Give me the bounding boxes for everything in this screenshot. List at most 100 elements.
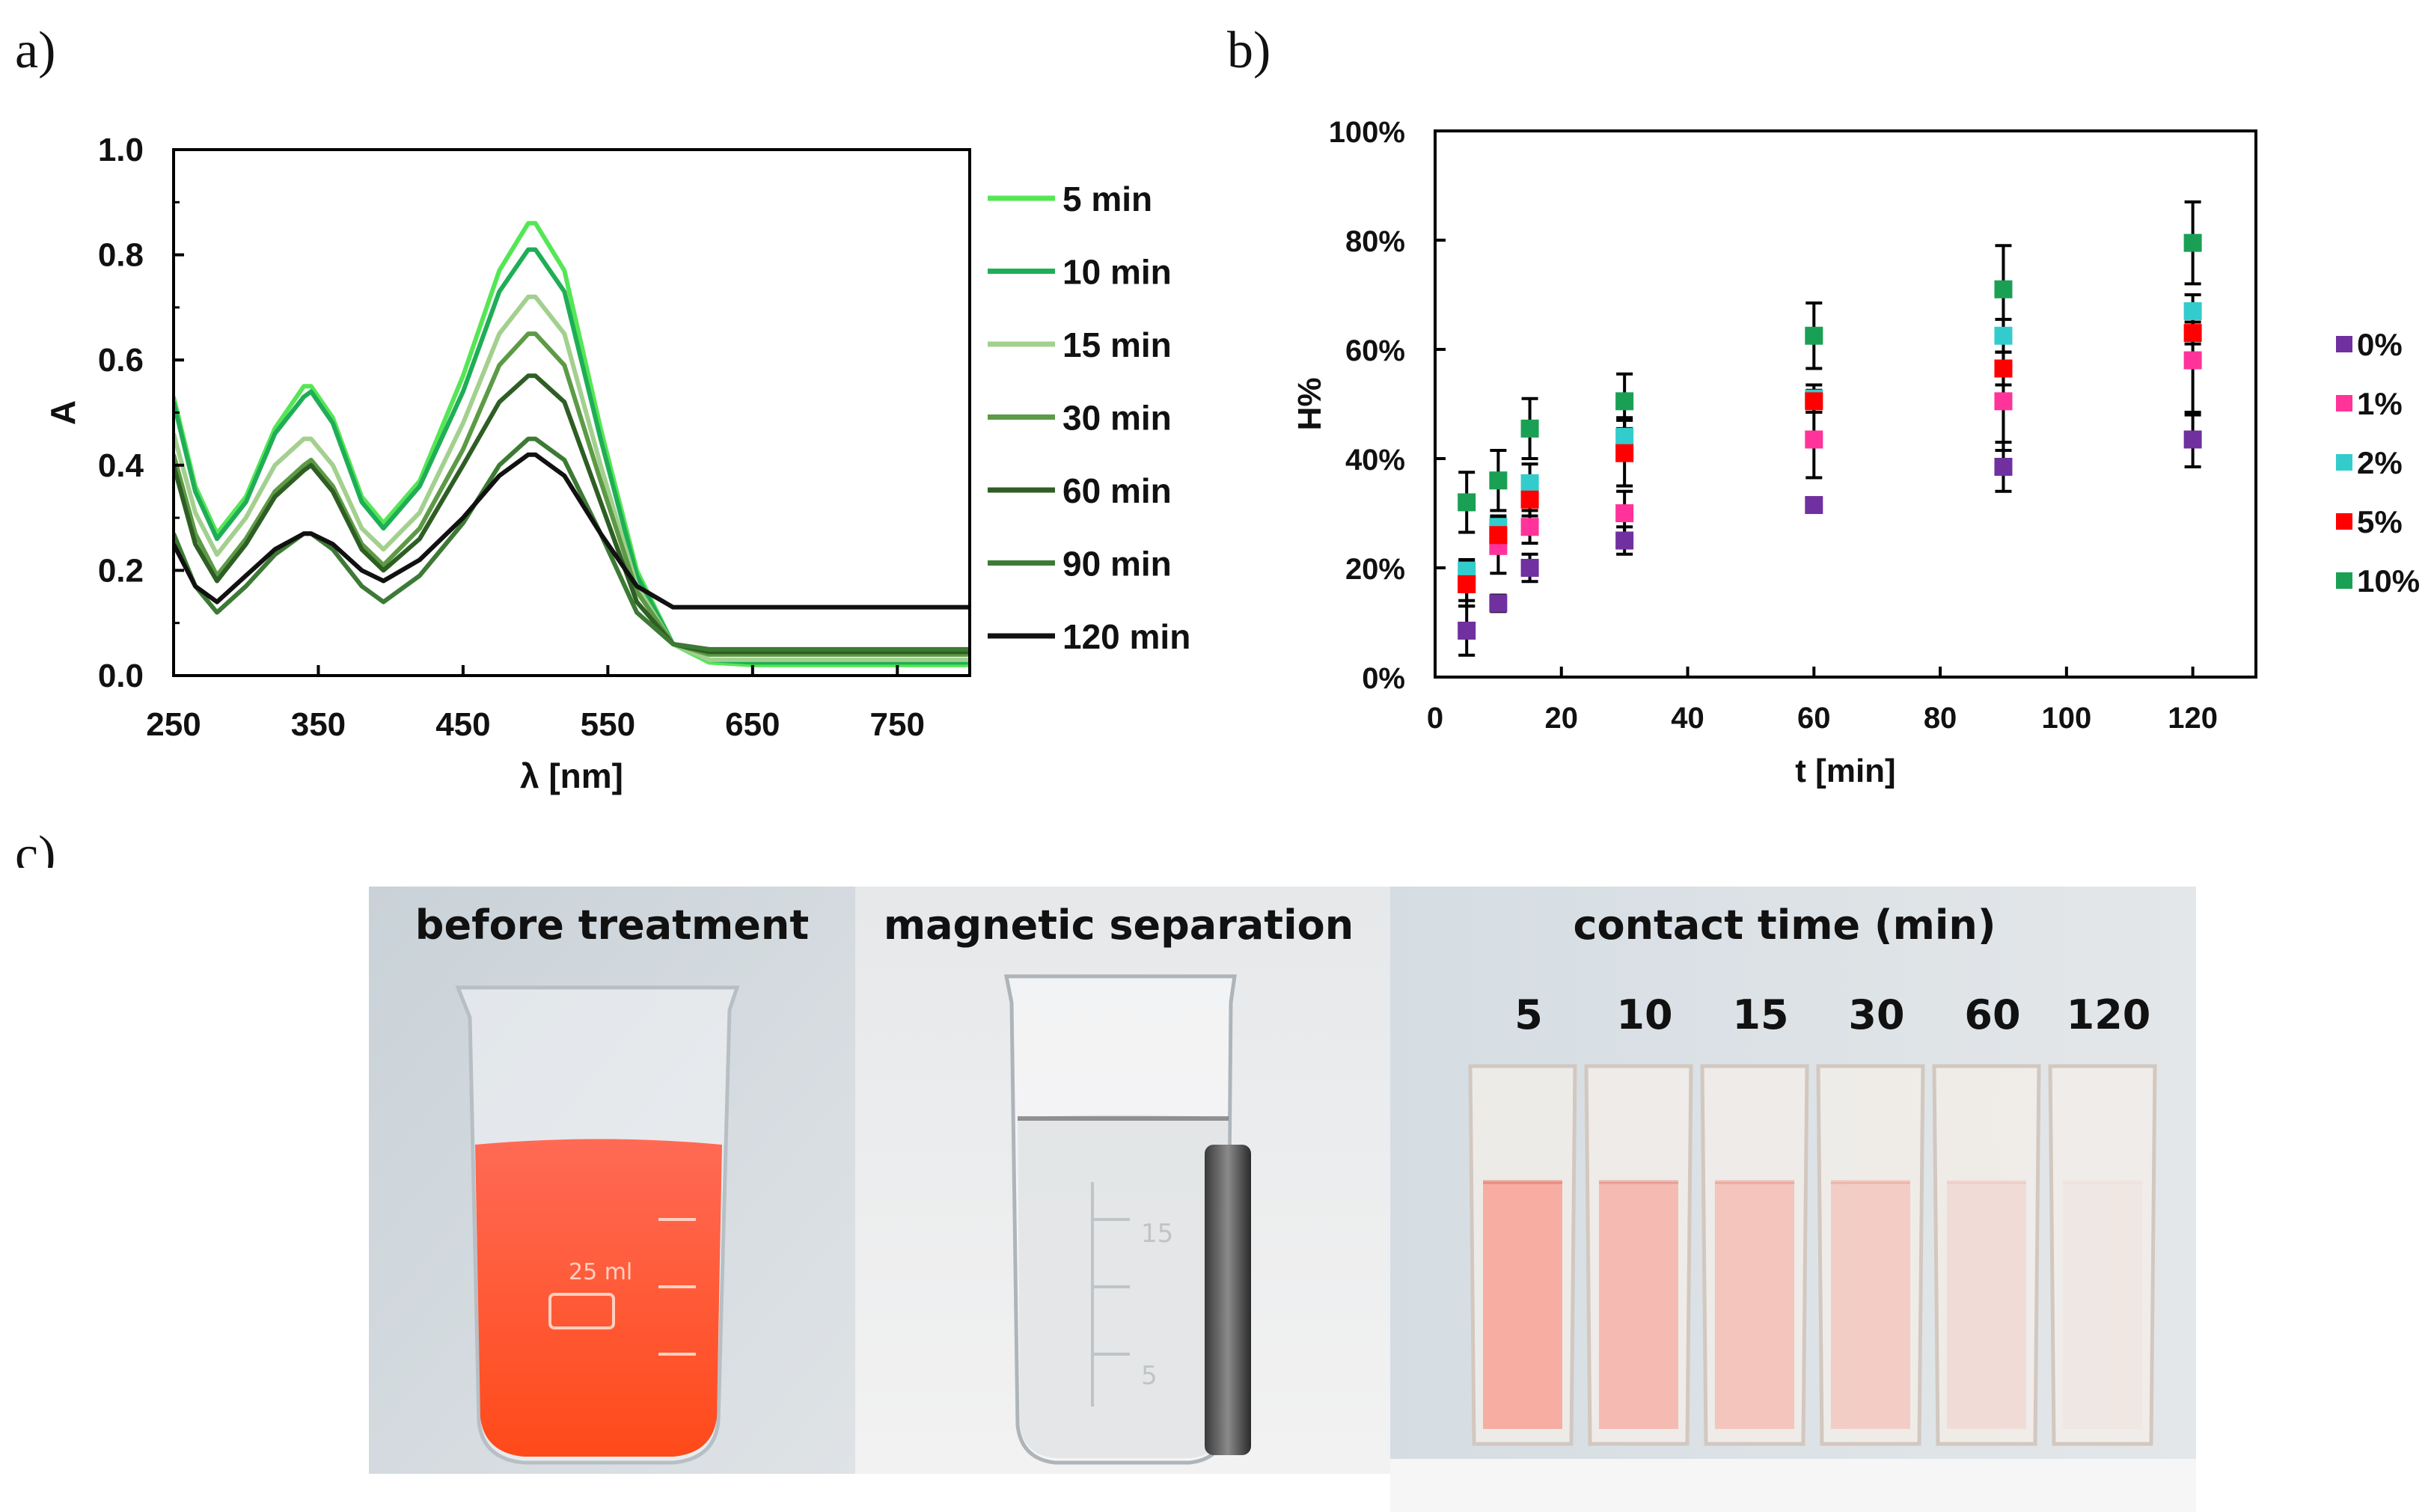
data-point-3-1 — [1489, 526, 1508, 545]
absorbance-spectra-chart: 250 350 450 550 650 750 0.0 0.2 0.4 0.6 0.8 1.0 λ [n… — [43, 132, 1190, 795]
legend-label-1: 10 min — [1062, 253, 1172, 292]
data-point-2-3 — [1615, 427, 1634, 446]
contact-time-label-0: 5 — [1514, 991, 1543, 1038]
data-point-0-6 — [2183, 430, 2202, 449]
cuvette-solution-4 — [1947, 1182, 2026, 1429]
legend-label-2: 15 min — [1062, 325, 1172, 364]
legend-label-3: 30 min — [1062, 399, 1172, 438]
removal-efficiency-chart: 0 20 40 60 80 100 120 0% 20% 40% 60% 80% 100% t [min]… — [1291, 116, 2420, 789]
x-tick-label-3: 60 — [1797, 702, 1831, 735]
data-point-0-3 — [1615, 531, 1634, 550]
data-point-0-5 — [1994, 457, 2013, 476]
beaker-label-box — [548, 1293, 615, 1329]
contact-time-label-1: 10 — [1616, 991, 1672, 1038]
legend-swatch-1 — [2336, 395, 2352, 411]
data-point-1-2 — [1520, 518, 1539, 536]
y-tick-label-4: 80% — [1345, 225, 1405, 258]
data-point-1-4 — [1805, 430, 1823, 449]
legend-label-5: 90 min — [1062, 545, 1172, 584]
data-point-3-3 — [1615, 444, 1634, 462]
cuvette-2 — [1700, 1064, 1809, 1446]
data-point-3-2 — [1520, 490, 1539, 509]
contact-time-label-5: 120 — [2067, 991, 2151, 1038]
data-point-2-2 — [1520, 474, 1539, 492]
data-point-4-6 — [2183, 233, 2202, 252]
x-tick-label-4: 80 — [1924, 702, 1957, 735]
x-axis-title: λ [nm] — [520, 756, 623, 795]
contact-time-label-3: 30 — [1848, 991, 1904, 1038]
x-tick-label-2: 40 — [1671, 702, 1704, 735]
x-tick-label-0: 250 — [146, 706, 201, 743]
cuvette-solution-3 — [1831, 1182, 1910, 1429]
y-tick-label-1: 0.2 — [98, 552, 144, 589]
panel-c-letter: c) — [15, 826, 55, 868]
data-point-4-5 — [1994, 280, 2013, 299]
graduation-mark-15: 15 — [1141, 1219, 1173, 1249]
photo-magnetic-separation: magnetic separation 15 5 — [855, 887, 1390, 1474]
y-tick-label-5: 100% — [1329, 116, 1405, 149]
cuvette-solution-2 — [1715, 1182, 1794, 1429]
cuvette-solution-1 — [1599, 1182, 1678, 1429]
panel-b-letter: b) — [1227, 22, 1270, 79]
cuvette-4 — [1932, 1064, 2041, 1446]
label-contact-time: contact time (min) — [1573, 902, 1996, 949]
legend-label-6: 120 min — [1062, 617, 1190, 656]
legend-swatch-3 — [2336, 513, 2352, 530]
y-tick-label-0: 0% — [1362, 662, 1405, 695]
legend-label-0: 5 min — [1062, 180, 1152, 218]
series-line-5 — [174, 436, 970, 652]
data-point-4-1 — [1489, 471, 1508, 490]
data-point-0-2 — [1520, 559, 1539, 577]
data-point-3-4 — [1805, 392, 1823, 411]
y-tick-label-3: 60% — [1345, 334, 1405, 367]
y-tick-label-3: 0.6 — [98, 342, 144, 379]
cuvette-3 — [1816, 1064, 1925, 1446]
data-point-0-1 — [1489, 594, 1508, 613]
x-tick-label-4: 650 — [725, 706, 780, 743]
contact-time-label-4: 60 — [1964, 991, 2020, 1038]
x-tick-label-1: 20 — [1545, 702, 1579, 735]
x-tick-label-1: 350 — [291, 706, 346, 743]
cuvette-5 — [2048, 1064, 2157, 1446]
legend-swatch-2 — [2336, 454, 2352, 471]
data-point-1-5 — [1994, 392, 2013, 411]
data-point-1-6 — [2183, 351, 2202, 370]
plot-frame-b — [1434, 129, 2257, 679]
series-line-4 — [174, 373, 970, 655]
legend-label-4: 60 min — [1062, 471, 1172, 510]
data-point-0-4 — [1805, 496, 1823, 515]
legend-label-3: 5% — [2357, 504, 2403, 539]
photo-before-treatment: before treatment 25 ml — [369, 887, 855, 1474]
x-tick-label-6: 120 — [2168, 702, 2218, 735]
data-point-3-6 — [2183, 324, 2202, 343]
data-point-4-4 — [1805, 326, 1823, 345]
contact-time-label-2: 15 — [1732, 991, 1788, 1038]
x-tick-label-2: 450 — [435, 706, 490, 743]
magnet-bar — [1205, 1145, 1251, 1455]
legend-label-4: 10% — [2357, 563, 2420, 599]
legend-label-2: 2% — [2357, 445, 2403, 480]
photo-panel: before treatment 25 ml magnetic separati… — [369, 887, 2196, 1512]
x-tick-label-5: 100 — [2041, 702, 2091, 735]
legend-swatch-0 — [2336, 336, 2352, 352]
x-tick-label-5: 750 — [870, 706, 925, 743]
y-tick-label-5: 1.0 — [98, 132, 144, 168]
label-before-treatment: before treatment — [415, 902, 809, 949]
cuvette-1 — [1584, 1064, 1693, 1446]
x-tick-label-3: 550 — [581, 706, 635, 743]
photo-contact-time: contact time (min) 5 10 15 30 60 120 — [1390, 887, 2196, 1512]
graduation-mark-5: 5 — [1141, 1361, 1158, 1391]
y-tick-label-4: 0.8 — [98, 237, 144, 274]
series-line-6 — [174, 452, 970, 610]
series-line-0 — [174, 221, 970, 667]
red-dye-solution — [475, 1139, 722, 1457]
y-axis-title: %H — [1291, 378, 1327, 431]
cuvette-rack: 5 10 15 30 60 120 — [1468, 991, 2157, 1446]
data-point-1-3 — [1615, 504, 1634, 522]
y-tick-label-2: 40% — [1345, 444, 1405, 477]
cuvette-solution-5 — [2063, 1182, 2142, 1429]
beaker-volume-mark: 25 ml — [569, 1259, 632, 1285]
data-point-4-2 — [1520, 419, 1539, 438]
y-axis-title: A — [43, 400, 82, 425]
panel-a-letter: a) — [15, 22, 55, 79]
